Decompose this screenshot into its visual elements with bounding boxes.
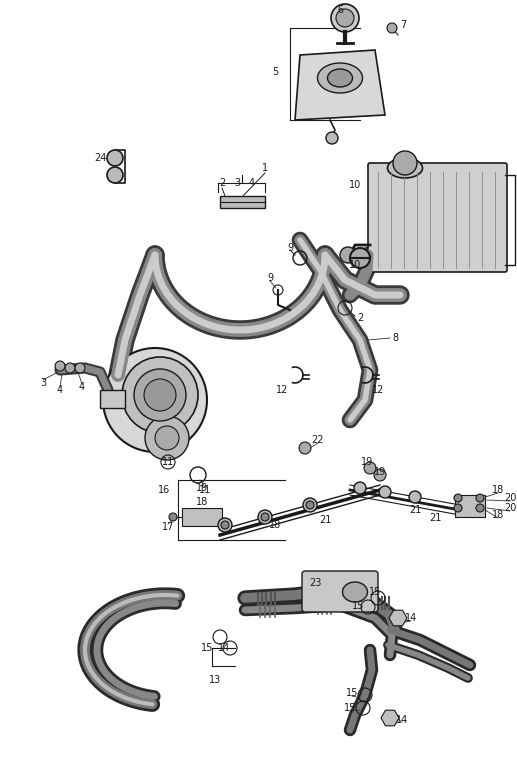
Text: 10: 10 [349, 180, 361, 190]
Text: 12: 12 [276, 385, 288, 395]
Ellipse shape [342, 582, 368, 602]
Ellipse shape [327, 69, 353, 87]
Circle shape [340, 247, 356, 263]
Circle shape [364, 462, 376, 474]
Text: 22: 22 [312, 435, 324, 445]
Text: 8: 8 [392, 333, 398, 343]
Text: 10: 10 [349, 260, 361, 270]
Text: 14: 14 [218, 643, 230, 653]
Ellipse shape [388, 158, 422, 178]
Circle shape [326, 132, 338, 144]
Bar [182, 508, 222, 526]
Circle shape [134, 369, 186, 421]
Circle shape [65, 363, 75, 373]
Text: 19: 19 [374, 467, 386, 477]
Text: 9: 9 [267, 273, 273, 283]
Text: 4: 4 [57, 385, 63, 395]
Text: 20: 20 [504, 493, 516, 503]
Circle shape [409, 491, 421, 503]
Text: 15: 15 [201, 643, 213, 653]
Text: 3: 3 [234, 178, 240, 188]
Circle shape [476, 504, 484, 512]
Text: 19: 19 [361, 457, 373, 467]
Circle shape [155, 426, 179, 450]
Circle shape [55, 361, 65, 371]
Text: 20: 20 [504, 503, 516, 513]
Text: 4: 4 [79, 382, 85, 392]
Bar [220, 196, 265, 208]
FancyBboxPatch shape [302, 571, 378, 612]
Circle shape [350, 248, 370, 268]
Circle shape [261, 513, 269, 521]
Polygon shape [389, 610, 407, 626]
Text: 9: 9 [287, 243, 293, 253]
Text: 23: 23 [309, 578, 321, 588]
Circle shape [454, 494, 462, 502]
Text: 4: 4 [249, 178, 255, 188]
Polygon shape [381, 710, 399, 726]
Circle shape [218, 518, 232, 532]
Text: 18: 18 [492, 510, 504, 520]
Bar [100, 390, 125, 408]
Text: 18: 18 [269, 520, 281, 530]
FancyBboxPatch shape [368, 163, 507, 272]
Polygon shape [295, 50, 385, 120]
Text: 14: 14 [396, 715, 408, 725]
Circle shape [393, 151, 417, 175]
Text: 21: 21 [409, 505, 421, 515]
Text: 2: 2 [357, 313, 363, 323]
Text: 7: 7 [400, 20, 406, 30]
Text: 15: 15 [352, 601, 364, 611]
Text: 13: 13 [209, 675, 221, 685]
Text: 3: 3 [40, 378, 46, 388]
Text: 18: 18 [196, 497, 208, 507]
Circle shape [354, 482, 366, 494]
Text: 11: 11 [199, 485, 211, 495]
Text: 1: 1 [262, 163, 268, 173]
Circle shape [169, 513, 177, 521]
Text: 15: 15 [346, 688, 358, 698]
Ellipse shape [317, 63, 362, 93]
Circle shape [107, 150, 123, 166]
Text: 15: 15 [369, 587, 381, 597]
Circle shape [379, 486, 391, 498]
Text: 12: 12 [372, 385, 384, 395]
Circle shape [303, 498, 317, 512]
Circle shape [75, 363, 85, 373]
Text: 5: 5 [272, 67, 278, 77]
Text: 24: 24 [94, 153, 106, 163]
Circle shape [107, 167, 123, 183]
Circle shape [299, 442, 311, 454]
Circle shape [331, 4, 359, 32]
Circle shape [144, 379, 176, 411]
Text: 21: 21 [429, 513, 441, 523]
Bar [455, 495, 485, 517]
Circle shape [306, 501, 314, 509]
Text: 15: 15 [344, 703, 356, 713]
Circle shape [258, 510, 272, 524]
Circle shape [387, 23, 397, 33]
Circle shape [454, 504, 462, 512]
Text: 19: 19 [196, 483, 208, 493]
Text: 21: 21 [319, 515, 331, 525]
Text: 6: 6 [337, 5, 343, 15]
Text: 18: 18 [492, 485, 504, 495]
Circle shape [103, 348, 207, 452]
Circle shape [122, 357, 198, 433]
Text: 17: 17 [162, 522, 174, 532]
Text: 16: 16 [158, 485, 170, 495]
Circle shape [221, 521, 229, 529]
Text: 2: 2 [219, 178, 225, 188]
Circle shape [476, 494, 484, 502]
Circle shape [336, 9, 354, 27]
Text: 14: 14 [405, 613, 417, 623]
Circle shape [145, 416, 189, 460]
Text: 11: 11 [162, 457, 174, 467]
Circle shape [374, 469, 386, 481]
